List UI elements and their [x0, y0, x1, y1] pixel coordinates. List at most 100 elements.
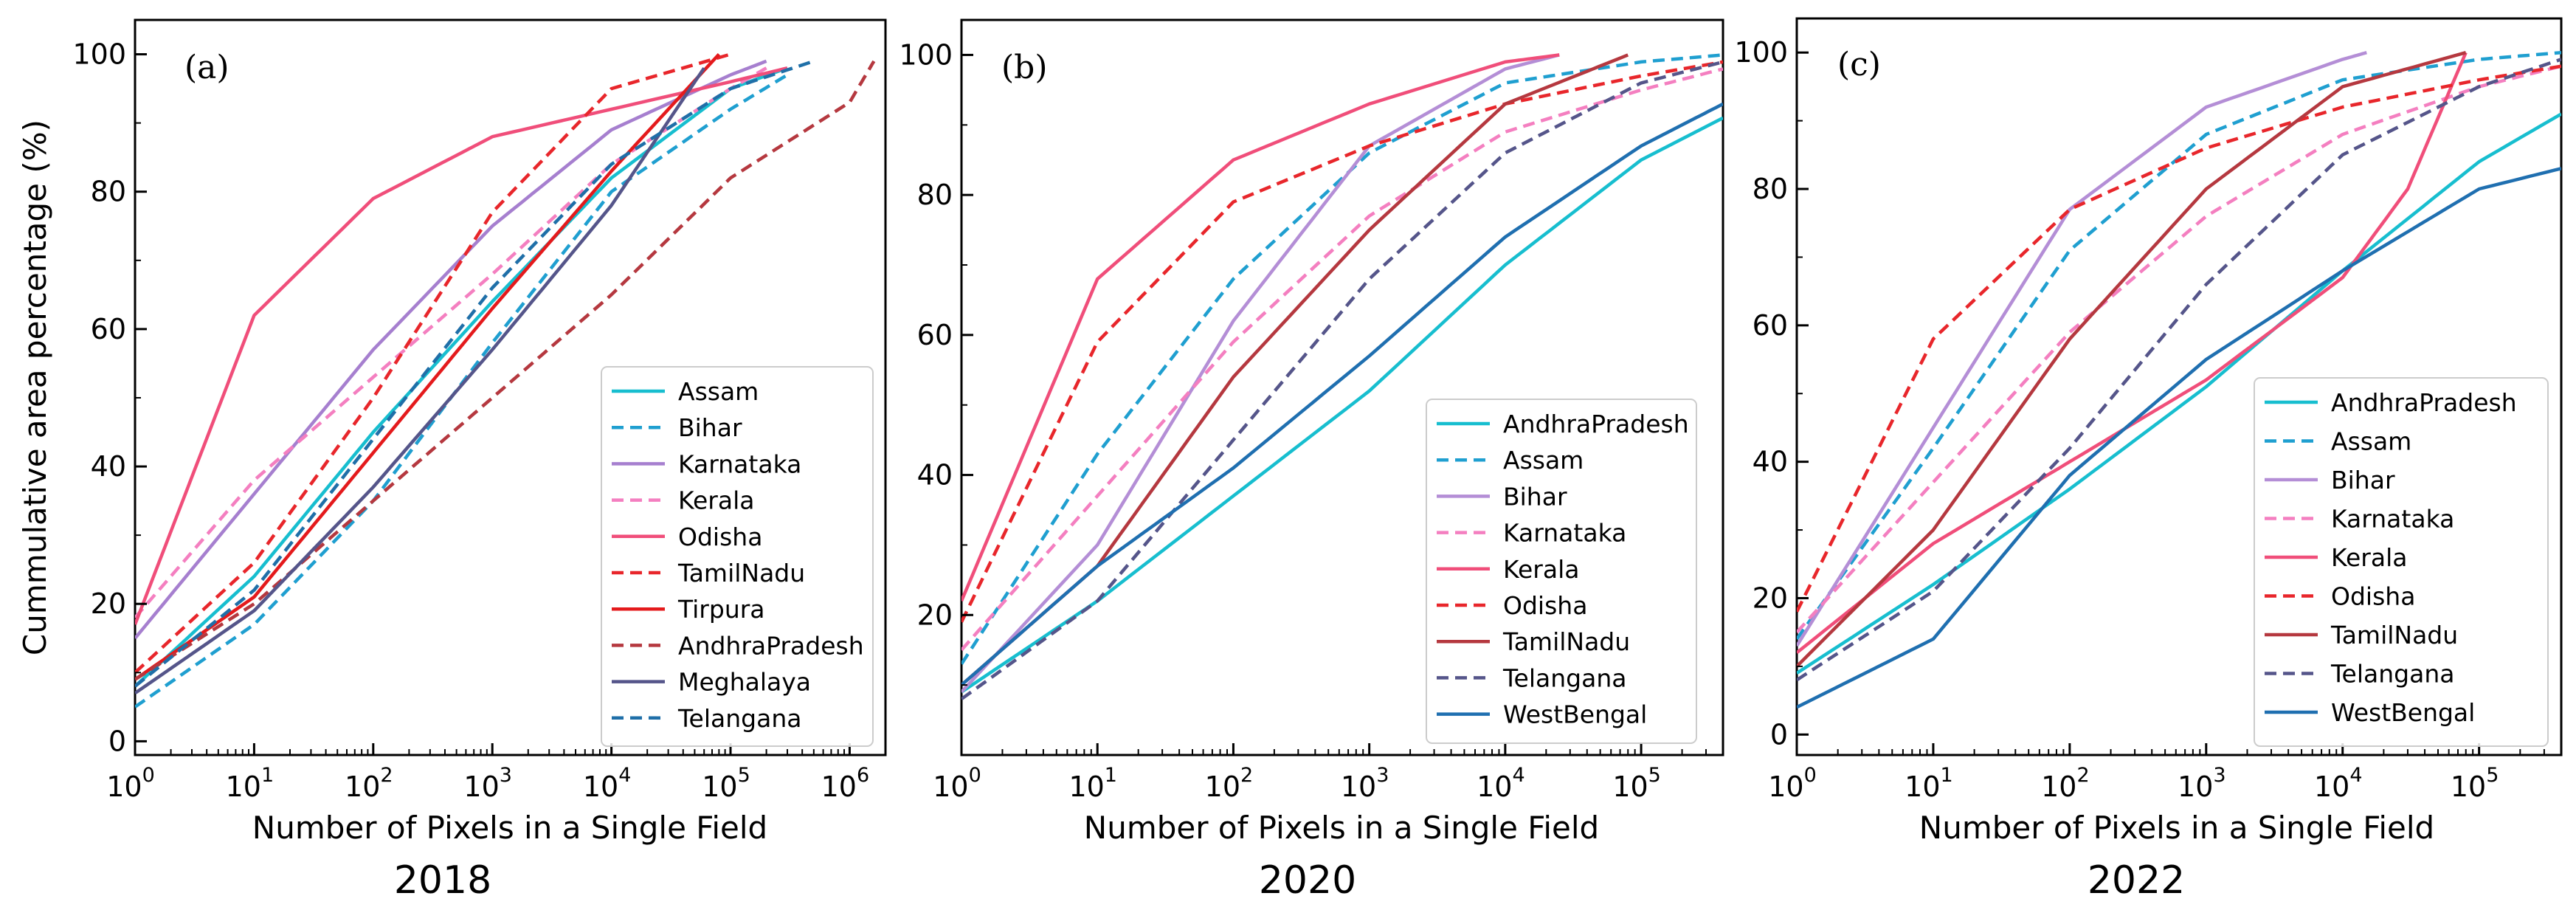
x-tick-label: 105 — [1612, 764, 1661, 803]
series-line-andhrapradesh — [135, 60, 876, 681]
legend-label-karnataka: Karnataka — [1503, 519, 1626, 548]
y-tick-label: 40 — [917, 459, 953, 492]
x-tick-label: 101 — [1905, 764, 1953, 803]
legend-c: AndhraPradesh Assam Bihar Karnataka Kerala Od… — [2254, 377, 2549, 747]
series-line-odisha — [135, 66, 788, 625]
legend-b: AndhraPradesh Assam Bihar Karnataka Kerala Od… — [1426, 399, 1697, 744]
legend-label-tamilnadu: TamilNadu — [1502, 627, 1630, 656]
legend-label-assam: Assam — [2331, 427, 2411, 456]
x-tick-label: 105 — [2451, 764, 2499, 803]
x-tick-label: 105 — [702, 764, 750, 803]
legend-label-telangana: Telangana — [1502, 663, 1626, 692]
legend-label-assam: Assam — [1503, 446, 1584, 475]
series-line-odisha — [1797, 64, 2561, 613]
y-ticks-b: 20 40 60 80 100 — [899, 38, 973, 686]
x-axis-title-a: Number of Pixels in a Single Field — [252, 810, 767, 846]
x-tick-label: 100 — [933, 764, 981, 803]
legend-label-karnataka: Karnataka — [2331, 505, 2454, 534]
legend-label-meghalaya: Meghalaya — [678, 668, 811, 697]
series-line-tamilnadu — [1797, 51, 2467, 668]
y-tick-label: 60 — [917, 319, 953, 351]
x-tick-label: 102 — [2041, 764, 2090, 803]
y-tick-label: 0 — [1770, 718, 1788, 751]
series-group-b — [961, 53, 1723, 700]
legend-label-tamilnadu: TamilNadu — [2330, 621, 2458, 649]
series-line-karnataka — [135, 59, 767, 640]
series-group-a — [135, 52, 876, 709]
x-tick-label: 103 — [2178, 764, 2226, 803]
series-line-telangana — [135, 59, 815, 688]
x-tick-label: 101 — [1068, 764, 1117, 803]
panel-label-a: (a) — [184, 49, 229, 86]
legend-label-odisha: Odisha — [2331, 582, 2415, 611]
y-tick-label: 40 — [1753, 446, 1788, 478]
legend-label-telangana: Telangana — [2330, 660, 2454, 689]
series-line-bihar — [961, 53, 1560, 694]
y-tick-label: 80 — [1753, 173, 1788, 205]
series-line-westbengal — [961, 102, 1723, 686]
series-line-kerala — [961, 53, 1560, 602]
panel-label-b: (b) — [1001, 49, 1048, 86]
x-tick-label: 104 — [2314, 764, 2363, 803]
legend-label-bihar: Bihar — [1503, 482, 1567, 511]
x-axis-title-b: Number of Pixels in a Single Field — [1084, 810, 1599, 846]
series-line-karnataka — [961, 67, 1723, 652]
series-line-odisha — [961, 60, 1723, 623]
legend-label-andhrapradesh: AndhraPradesh — [678, 631, 864, 660]
x-tick-label: 103 — [463, 764, 512, 803]
series-line-kerala — [1797, 52, 2468, 655]
plot-frame-b — [960, 18, 1724, 756]
y-tick-label: 80 — [917, 179, 953, 211]
legend-label-tamilnadu: TamilNadu — [677, 559, 805, 587]
legend-frame-b — [1426, 399, 1697, 744]
legend-label-odisha: Odisha — [678, 523, 762, 551]
year-label-b: 2020 — [1259, 858, 1356, 903]
legend-label-westbengal: WestBengal — [2331, 698, 2475, 727]
y-tick-label: 80 — [91, 176, 126, 208]
y-tick-label: 60 — [91, 313, 126, 345]
x-tick-label: 102 — [1205, 764, 1254, 803]
x-ticks-c: 100 101 102 103 104 105 — [1768, 743, 2545, 803]
y-tick-label: 60 — [1753, 309, 1788, 342]
x-tick-label: 104 — [1477, 764, 1525, 803]
x-tick-label: 104 — [583, 764, 632, 803]
panel-a: 100 101 102 103 104 105 106 0 20 40 60 80 100 (a) C… — [17, 18, 887, 903]
x-tick-label: 106 — [821, 764, 870, 803]
x-ticks-b: 100 101 102 103 104 105 — [933, 743, 1707, 803]
y-ticks-c: 0 20 40 60 80 100 — [1734, 36, 1809, 751]
legend-label-karnataka: Karnataka — [678, 449, 801, 478]
series-line-bihar — [135, 73, 789, 709]
y-tick-label: 0 — [108, 725, 126, 757]
legend-label-bihar: Bihar — [678, 413, 742, 442]
panel-label-c: (c) — [1837, 46, 1881, 83]
y-tick-label: 20 — [917, 599, 953, 631]
panel-c: 100 101 102 103 104 105 0 20 40 60 80 100 (c) Numb… — [1734, 17, 2563, 903]
series-line-tamilnadu — [135, 52, 731, 674]
panel-b: 100 101 102 103 104 105 20 40 60 80 100 (b) Numbe… — [899, 18, 1724, 903]
legend-frame-a — [601, 366, 874, 747]
y-tick-label: 100 — [72, 38, 126, 71]
legend-label-andhrapradesh: AndhraPradesh — [1503, 410, 1689, 438]
y-tick-label: 20 — [91, 587, 126, 620]
legend-frame-c — [2254, 377, 2549, 747]
x-tick-label: 103 — [1341, 764, 1389, 803]
x-axis-title-c: Number of Pixels in a Single Field — [1919, 810, 2434, 846]
series-line-assam — [1797, 50, 2561, 641]
x-tick-label: 100 — [1768, 764, 1817, 803]
legend-label-odisha: Odisha — [1503, 591, 1587, 620]
legend-label-westbengal: WestBengal — [1503, 700, 1647, 729]
series-line-telangana — [961, 60, 1723, 700]
plot-area-b: 100 101 102 103 104 105 20 40 60 80 100 — [899, 18, 1724, 803]
series-line-telangana — [1797, 58, 2561, 682]
x-tick-label: 100 — [106, 764, 155, 803]
legend-a: Assam Bihar Karnataka Kerala Odisha TamilNadu… — [601, 366, 874, 747]
series-line-tirpura — [135, 52, 721, 681]
y-axis-title-a: Cummulative area percentage (%) — [17, 120, 53, 655]
x-tick-label: 102 — [345, 764, 393, 803]
legend-label-assam: Assam — [678, 377, 759, 406]
legend-label-andhrapradesh: AndhraPradesh — [2331, 388, 2517, 417]
series-group-c — [1797, 50, 2561, 709]
legend-label-kerala: Kerala — [678, 486, 754, 515]
year-label-a: 2018 — [394, 858, 491, 903]
